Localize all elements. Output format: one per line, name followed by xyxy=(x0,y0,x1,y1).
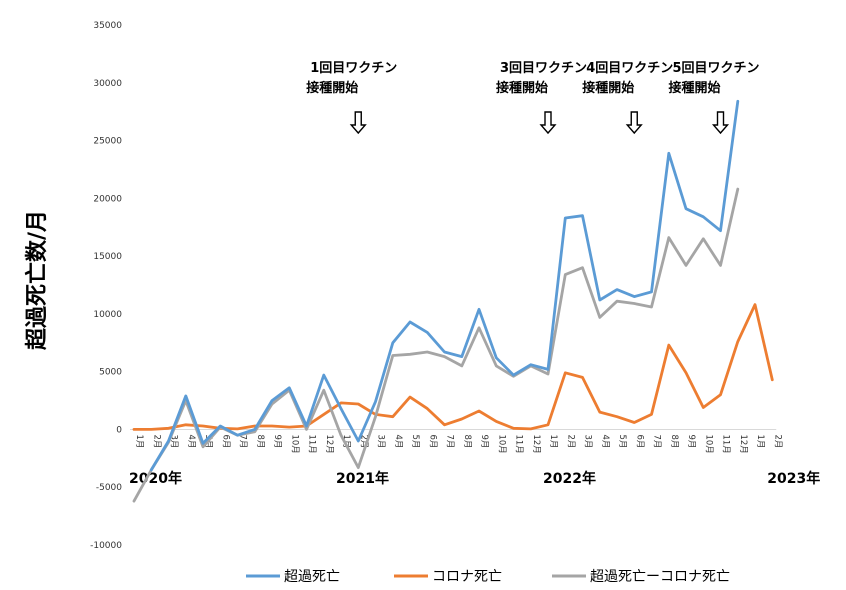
x-tick-label: 9月 xyxy=(686,434,696,448)
annotation-subtitle: 接種開始 xyxy=(306,80,358,96)
x-tick-label: 1月 xyxy=(134,434,144,448)
y-tick-label: 10000 xyxy=(93,310,122,320)
x-tick-label: 11月 xyxy=(721,434,731,453)
down-arrow-icon xyxy=(539,111,557,135)
series-line-0 xyxy=(149,99,740,472)
legend: 超過死亡 コロナ死亡 超過死亡ーコロナ死亡 xyxy=(246,569,730,585)
x-tick-label: 6月 xyxy=(427,434,437,448)
y-tick-label: 25000 xyxy=(93,137,122,147)
x-tick-label: 12月 xyxy=(324,434,334,453)
x-tick-label: 10月 xyxy=(496,434,506,453)
x-tick-label: 1月 xyxy=(755,434,765,448)
annotation-title: 4回目ワクチン xyxy=(586,61,673,76)
y-tick-label: 15000 xyxy=(93,252,122,262)
x-tick-label: 10月 xyxy=(289,434,299,453)
x-tick-label: 12月 xyxy=(738,434,748,453)
x-tick-label: 4月 xyxy=(393,434,403,448)
year-label: 2020年 xyxy=(129,470,182,487)
x-tick-label: 8月 xyxy=(462,434,472,448)
y-tick-label: 30000 xyxy=(93,79,122,89)
x-tick-label: 9月 xyxy=(272,434,282,448)
x-tick-label: 9月 xyxy=(479,434,489,448)
down-arrow-icon xyxy=(625,111,643,135)
y-tick-label: 5000 xyxy=(99,368,122,378)
x-tick-label: 2月 xyxy=(151,434,161,448)
annotation-subtitle: 接種開始 xyxy=(669,80,721,96)
year-label: 2021年 xyxy=(336,470,389,487)
y-tick-label: 0 xyxy=(116,425,122,435)
x-tick-label: 7月 xyxy=(652,434,662,448)
x-tick-label: 3月 xyxy=(169,434,179,448)
x-tick-label: 12月 xyxy=(531,434,541,453)
year-label: 2022年 xyxy=(543,470,596,487)
y-tick-label: 35000 xyxy=(93,21,122,31)
x-tick-label: 5月 xyxy=(617,434,627,448)
x-tick-label: 2月 xyxy=(358,434,368,448)
y-tick-label: -5000 xyxy=(96,483,122,493)
x-tick-labels: 1月 2月 3月 4月 5月 6月 7月 8月 9月 10月 11月 12月 1月 2月 3月 4月 5月 6月 7… xyxy=(134,434,782,453)
x-tick-label: 7月 xyxy=(445,434,455,448)
annotation-title: 5回目ワクチン xyxy=(673,61,760,76)
x-tick-label: 1月 xyxy=(341,434,351,448)
year-labels: 2020年 2021年 2022年 2023年 xyxy=(129,470,820,487)
x-tick-label: 11月 xyxy=(514,434,524,453)
x-tick-label: 3月 xyxy=(376,434,386,448)
y-tick-label: -10000 xyxy=(90,541,122,551)
annotation-title: 1回目ワクチン xyxy=(310,61,397,76)
series-lines xyxy=(132,99,774,503)
x-tick-label: 4月 xyxy=(600,434,610,448)
x-tick-label: 6月 xyxy=(220,434,230,448)
x-tick-label: 3月 xyxy=(583,434,593,448)
x-tick-label: 5月 xyxy=(410,434,420,448)
down-arrow-icon xyxy=(349,111,367,135)
x-tick-label: 7月 xyxy=(238,434,248,448)
down-arrow-icon xyxy=(711,111,730,135)
legend-label: 超過死亡 xyxy=(284,569,340,585)
x-tick-label: 10月 xyxy=(703,434,713,453)
annotation-subtitle: 接種開始 xyxy=(582,80,634,96)
x-tick-label: 4月 xyxy=(186,434,196,448)
x-tick-label: 8月 xyxy=(255,434,265,448)
year-label: 2023年 xyxy=(767,470,820,487)
legend-label: 超過死亡ーコロナ死亡 xyxy=(590,569,730,585)
y-tick-labels: 35000 30000 25000 20000 15000 10000 5000 0 -5000… xyxy=(90,21,122,551)
x-tick-label: 1月 xyxy=(548,434,558,448)
x-tick-label: 2月 xyxy=(772,434,782,448)
annotation-subtitle: 接種開始 xyxy=(496,80,548,96)
annotation-title: 3回目ワクチン xyxy=(500,61,587,76)
x-tick-label: 8月 xyxy=(669,434,679,448)
x-tick-label: 11月 xyxy=(307,434,317,453)
series-line-1 xyxy=(132,303,774,431)
y-tick-label: 20000 xyxy=(93,194,122,204)
x-tick-label: 6月 xyxy=(634,434,644,448)
legend-label: コロナ死亡 xyxy=(432,569,502,585)
y-axis-label: 超過死亡数/月 xyxy=(24,210,50,350)
x-tick-label: 2月 xyxy=(565,434,575,448)
